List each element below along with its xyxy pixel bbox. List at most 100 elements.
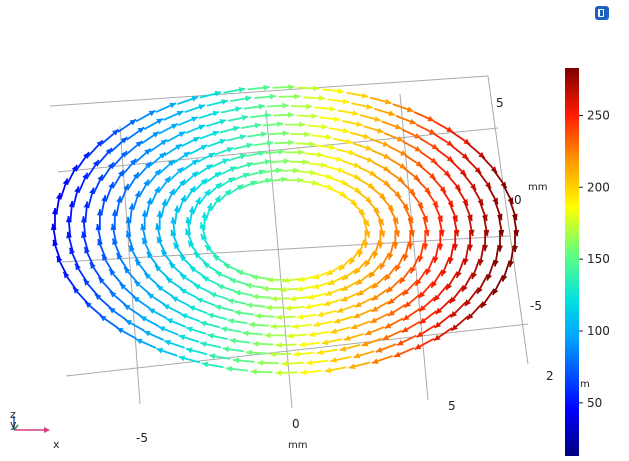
app-logo-icon[interactable] (595, 6, 609, 20)
vector-arrowhead (459, 169, 467, 176)
vector-arrowhead (378, 218, 384, 226)
vector-arrowhead (275, 369, 282, 376)
vector-arrowhead (134, 281, 141, 288)
vector-arrowhead (112, 129, 119, 136)
vector-arrowhead (257, 359, 264, 366)
vector-arrowhead (171, 123, 178, 130)
vector-arrowhead (120, 137, 128, 144)
vector-arrowhead (429, 172, 436, 179)
vector-arrowhead (431, 143, 439, 150)
x-tick-label-0: -5 (136, 431, 148, 445)
vector-arrowhead (159, 152, 166, 159)
vector-arrowhead (296, 285, 303, 292)
vector-arrowhead (266, 276, 273, 283)
vector-arrowhead (339, 190, 347, 197)
vector-arrowhead (241, 114, 249, 121)
vector-arrowhead (222, 346, 230, 353)
vector-arrowhead (254, 122, 262, 129)
vector-arrowhead (144, 148, 151, 155)
vector-arrowhead (212, 130, 219, 137)
vector-arrowhead (313, 321, 320, 328)
vector-arrowhead (306, 103, 313, 110)
vector-arrowhead (361, 340, 369, 347)
vector-arrowhead (161, 250, 168, 257)
vector-arrowhead (415, 160, 423, 167)
vector-arrowhead (446, 126, 454, 133)
vector-arrowhead (188, 305, 196, 312)
vector-arrowhead (402, 289, 410, 296)
vector-arrowhead (194, 252, 201, 259)
vector-arrowhead (275, 342, 282, 349)
vector-arrowhead (109, 291, 117, 298)
z-axis-unit: m (580, 379, 590, 390)
vector-arrowhead (399, 276, 406, 284)
vector-arrowhead (463, 138, 471, 145)
vector-arrowhead (384, 98, 392, 105)
vector-arrowhead (353, 173, 361, 180)
vector-arrowhead (148, 308, 156, 314)
triad-y-label: y (10, 418, 17, 431)
vector-arrowhead (283, 158, 290, 165)
vector-arrowhead (375, 347, 383, 353)
vector-arrowhead (163, 304, 170, 310)
vector-arrowhead (180, 313, 188, 319)
vector-arrowhead (298, 149, 305, 156)
vector-arrowhead (388, 110, 395, 117)
vector-arrowhead (311, 113, 318, 120)
vector-arrowhead (166, 318, 174, 324)
vector-arrowhead (416, 331, 424, 338)
z-tick-label-0: 2 (546, 369, 554, 383)
vector-arrowhead (258, 150, 266, 157)
x-tick-label-1: 0 (292, 417, 300, 431)
vector-arrowhead (304, 303, 312, 310)
vector-arrowhead (419, 305, 426, 312)
vector-arrowhead (288, 84, 295, 91)
colorbar-tick-label: 150 (587, 252, 610, 266)
vector-arrowhead (214, 172, 221, 178)
vector-arrowhead (427, 115, 435, 122)
y-tick-label-2: -5 (530, 299, 542, 313)
vector-arrowhead (325, 133, 332, 140)
colorbar-tick-label: 50 (587, 396, 602, 410)
vector-arrowhead (353, 162, 361, 168)
vector-arrowhead (309, 141, 316, 147)
vector-arrowhead (370, 317, 377, 323)
vector-arrowhead (306, 359, 313, 366)
vector-arrowhead (342, 127, 350, 134)
vector-arrowhead (446, 283, 452, 290)
vector-arrowhead (343, 335, 351, 341)
vector-arrowhead (208, 153, 215, 159)
vector-arrowhead (292, 323, 299, 330)
vector-arrowhead (251, 274, 258, 281)
vector-arrowhead (206, 203, 213, 210)
y-axis-unit: mm (528, 182, 547, 193)
y-tick-label-1: 0 (514, 193, 522, 207)
vector-arrowhead (435, 307, 443, 314)
vector-arrowhead (286, 332, 294, 339)
vector-arrowhead (414, 133, 421, 139)
vector-arrowhead (329, 105, 336, 112)
vector-arrowhead (258, 169, 266, 176)
vector-arrowhead (265, 304, 272, 311)
vector-arrowhead (222, 158, 229, 165)
vector-arrowhead (371, 358, 379, 364)
vector-arrowhead (438, 229, 445, 237)
vector-arrowhead (220, 326, 228, 333)
vector-arrowhead (366, 156, 374, 163)
vector-arrowhead (269, 351, 276, 358)
vector-arrowhead (224, 189, 231, 196)
vector-arrowhead (326, 269, 334, 276)
vector-arrowhead (424, 187, 431, 194)
vector-arrowhead (384, 322, 392, 329)
vector-arrowhead (200, 320, 207, 327)
vector-arrowhead (200, 145, 208, 151)
vector-arrowhead (105, 148, 112, 155)
vector-arrowhead (310, 169, 317, 176)
vector-arrowhead (316, 349, 324, 356)
vector-arrowhead (226, 147, 234, 153)
vector-arrowhead (402, 203, 409, 210)
triad-z-label: z (10, 408, 16, 421)
plot-grid (49, 75, 529, 409)
vector-arrowhead (130, 158, 137, 166)
